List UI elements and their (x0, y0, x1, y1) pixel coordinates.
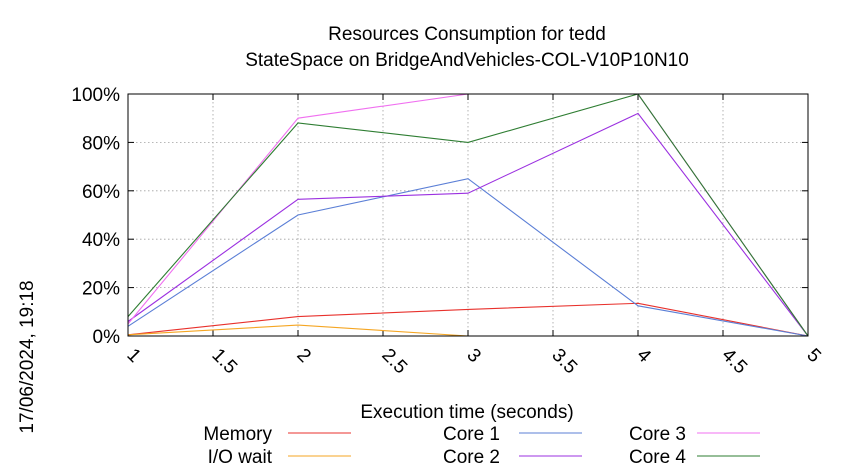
legend-label: Core 2 (443, 447, 500, 468)
y-tick-label: 100% (71, 85, 120, 106)
series-line-core-1 (127, 178, 809, 337)
legend-label: Core 3 (629, 424, 686, 445)
legend-label: Core 1 (443, 424, 500, 445)
x-tick-label: 2.5 (377, 345, 411, 379)
x-tick-label: 4 (632, 345, 655, 368)
legend-label: Memory (203, 424, 272, 445)
legend-label: Core 4 (629, 447, 686, 468)
x-tick-label: 4.5 (717, 345, 751, 379)
y-tick-label: 80% (82, 133, 120, 154)
series-line-memory (127, 302, 809, 337)
legend-label: I/O wait (208, 447, 273, 468)
chart-subtitle: StateSpace on BridgeAndVehicles-COL-V10P… (245, 50, 689, 71)
x-tick-label: 2 (292, 345, 314, 367)
series-line-core-2 (127, 112, 809, 337)
chart-title: Resources Consumption for tedd (328, 24, 606, 45)
x-axis-label: Execution time (seconds) (360, 402, 573, 423)
x-tick-label: 1.5 (207, 345, 241, 379)
y-tick-label: 20% (82, 279, 120, 300)
x-tick-label: 3 (462, 345, 484, 367)
plot-frame (127, 93, 809, 337)
series-line-core-4 (127, 93, 809, 337)
x-tick-label: 5 (802, 345, 824, 367)
y-axis: 0% 20% 40% 60% 80% 100% (71, 85, 808, 348)
timestamp-label: 17/06/2024, 19:18 (17, 280, 38, 433)
grid (128, 94, 808, 336)
y-tick-label: 0% (93, 327, 121, 348)
y-tick-label: 40% (82, 230, 120, 251)
x-tick-label: 3.5 (547, 345, 581, 379)
x-tick-label: 1 (122, 345, 144, 367)
y-tick-label: 60% (82, 182, 120, 203)
